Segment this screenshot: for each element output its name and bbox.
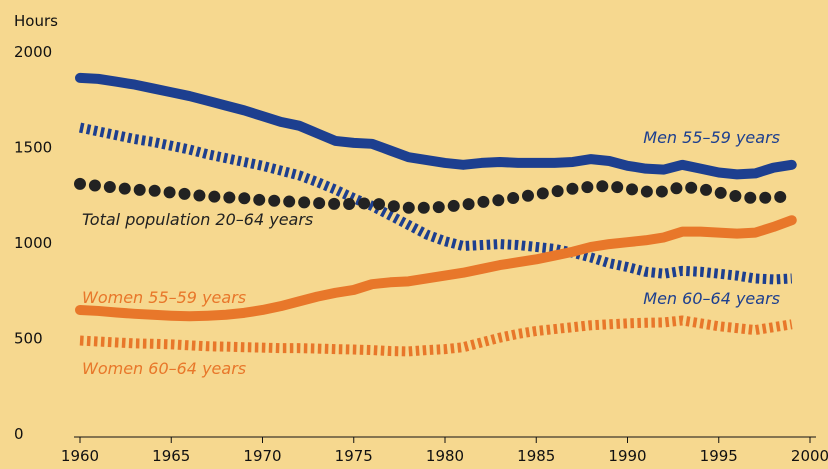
x-tick-label: 1980 — [426, 447, 464, 465]
x-tick-label: 1990 — [608, 447, 646, 465]
x-tick-label: 2000 — [791, 447, 828, 465]
series-label: Women 60–64 years — [82, 359, 246, 378]
x-tick-label: 1965 — [152, 447, 190, 465]
x-tick-label: 1960 — [61, 447, 99, 465]
series-label: Total population 20–64 years — [82, 210, 313, 229]
series-line — [75, 215, 797, 322]
y-tick-label: 1000 — [14, 234, 52, 252]
series-label: Women 55–59 years — [82, 288, 246, 307]
x-tick-label: 1970 — [243, 447, 281, 465]
series-line — [78, 122, 793, 285]
series-line — [79, 315, 793, 357]
x-tick-label: 1995 — [700, 447, 738, 465]
x-tick-label: 1975 — [335, 447, 373, 465]
y-tick-label: 500 — [14, 330, 43, 348]
x-tick-label: 1985 — [517, 447, 555, 465]
series-label: Men 60–64 years — [643, 289, 780, 308]
series-line — [75, 72, 797, 180]
y-tick-label: 1500 — [14, 139, 52, 157]
series-label: Men 55–59 years — [643, 128, 780, 147]
y-tick-label: 2000 — [14, 43, 52, 61]
y-tick-label: 0 — [14, 425, 24, 443]
y-axis-label: Hours — [14, 12, 58, 30]
series-line — [74, 177, 798, 214]
